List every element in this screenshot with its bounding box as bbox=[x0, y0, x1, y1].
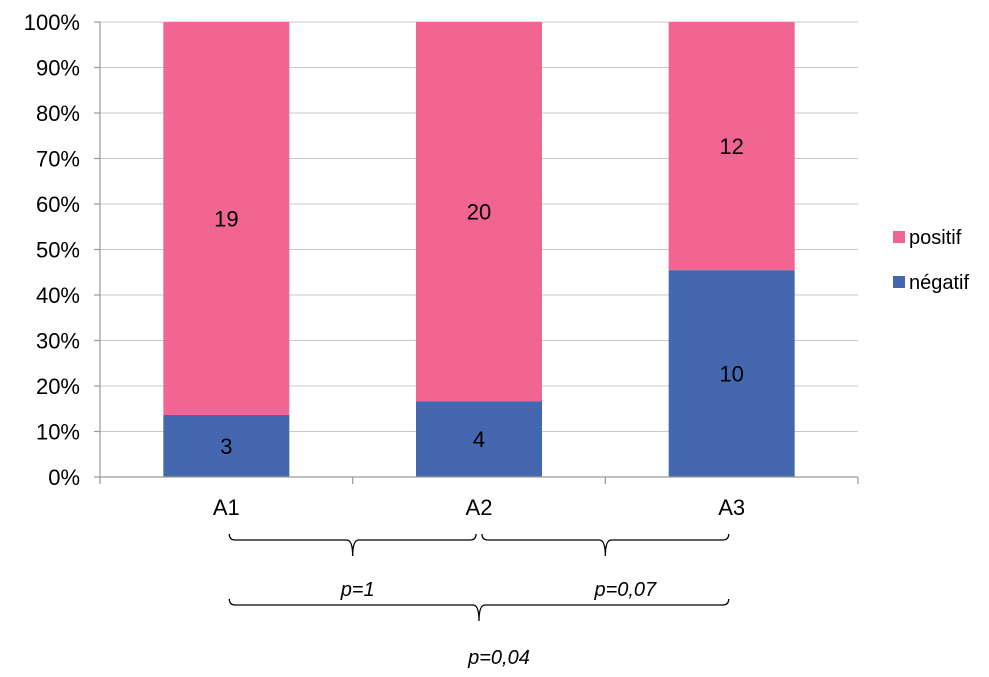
data-label: 3 bbox=[220, 434, 232, 459]
y-tick-label: 20% bbox=[36, 374, 80, 399]
y-tick-label: 90% bbox=[36, 56, 80, 81]
significance-brace bbox=[481, 533, 730, 557]
y-tick-label: 70% bbox=[36, 147, 80, 172]
bar-segment bbox=[416, 401, 542, 477]
y-tick-label: 40% bbox=[36, 283, 80, 308]
significance-brace bbox=[228, 533, 477, 557]
p-value-label: p=0,07 bbox=[593, 579, 657, 601]
p-value-label: p=1 bbox=[340, 579, 375, 601]
legend-swatch bbox=[893, 231, 905, 243]
bar-segment bbox=[416, 22, 542, 402]
bar-segment bbox=[668, 270, 795, 477]
significance-brace bbox=[228, 598, 730, 622]
axes: 0% 10% 20% 30% 40% 50% 60% 70% 80% 90% 100% A1 A2 A3 bbox=[24, 10, 859, 520]
x-tick-label: A1 bbox=[213, 495, 240, 520]
x-tick-label: A2 bbox=[466, 495, 493, 520]
data-label: 10 bbox=[719, 362, 743, 387]
y-tick-label: 10% bbox=[36, 420, 80, 445]
y-tick-label: 50% bbox=[36, 238, 80, 263]
legend-label: positif bbox=[909, 227, 962, 249]
significance-annotations: p=1 p=0,07 p=0,04 bbox=[228, 533, 730, 669]
y-tick-label: 30% bbox=[36, 329, 80, 354]
bar-segment bbox=[163, 22, 290, 415]
x-tick-label: A3 bbox=[718, 495, 745, 520]
data-labels: 3 19 4 20 10 12 bbox=[214, 134, 744, 459]
legend: positif négatif bbox=[893, 227, 969, 294]
p-value-label: p=0,04 bbox=[467, 647, 530, 669]
y-tick-label: 60% bbox=[36, 192, 80, 217]
data-label: 12 bbox=[719, 134, 743, 159]
y-tick-label: 0% bbox=[48, 465, 80, 490]
legend-swatch bbox=[893, 276, 905, 288]
data-label: 4 bbox=[473, 427, 485, 452]
bars bbox=[163, 22, 795, 477]
bar-segment bbox=[163, 414, 290, 477]
legend-label: négatif bbox=[909, 272, 969, 294]
y-tick-label: 80% bbox=[36, 101, 80, 126]
data-label: 19 bbox=[214, 206, 238, 231]
data-label: 20 bbox=[467, 200, 491, 225]
y-tick-label: 100% bbox=[24, 10, 80, 35]
bar-segment bbox=[668, 22, 795, 271]
